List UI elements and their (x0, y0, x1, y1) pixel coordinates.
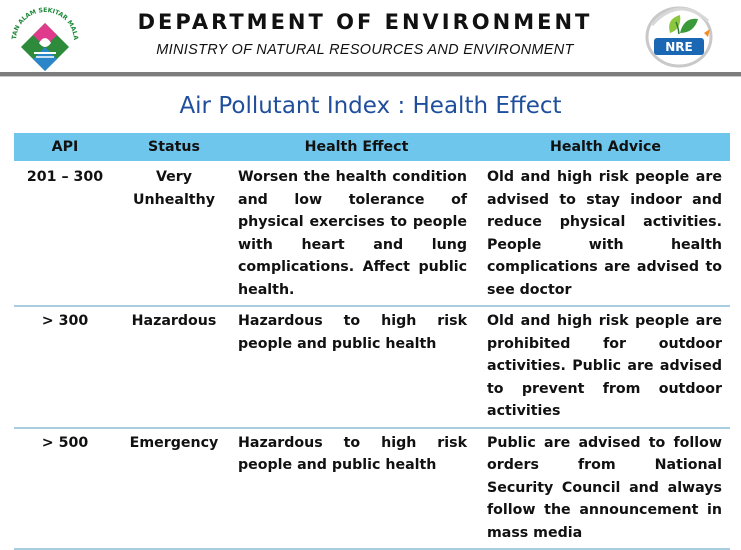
table-row: > 500 Emergency Hazardous to high risk p… (14, 426, 730, 550)
health-effect-text: Hazardous to high risk people and public… (232, 426, 481, 550)
header-divider (0, 72, 741, 76)
header-health-effect: Health Effect (232, 133, 481, 162)
table-row: > 300 Hazardous Hazardous to high risk p… (14, 305, 730, 428)
health-advice-text: Public are advised to follow orders from… (481, 426, 730, 550)
health-advice-text: Old and high risk people are advised to … (481, 161, 730, 306)
table-row: 201 – 300 Very Unhealthy Worsen the heal… (14, 161, 730, 306)
page-header: JABATAN ALAM SEKITAR MALAYSIA DEPARTMENT… (0, 0, 741, 74)
health-effect-text: Hazardous to high risk people and public… (232, 305, 481, 428)
table-header-row: API Status Health Effect Health Advice (14, 133, 730, 162)
header-status: Status (116, 133, 232, 162)
nre-logo: NRE (640, 3, 722, 69)
department-title: DEPARTMENT OF ENVIRONMENT (137, 10, 593, 34)
header-divider-light (0, 76, 741, 77)
doe-logo: JABATAN ALAM SEKITAR MALAYSIA (3, 0, 84, 73)
header-api: API (14, 133, 116, 162)
status-label: Hazardous (116, 305, 232, 428)
health-effect-text: Worsen the health condition and low tole… (232, 161, 481, 306)
page-title: Air Pollutant Index : Health Effect (179, 93, 562, 119)
health-effect-table: API Status Health Effect Health Advice 2… (14, 133, 730, 550)
status-label: Very Unhealthy (116, 161, 232, 306)
api-range: > 300 (14, 305, 116, 428)
api-range: > 500 (14, 426, 116, 550)
header-health-advice: Health Advice (481, 133, 730, 162)
ministry-subtitle: MINISTRY OF NATURAL RESOURCES AND ENVIRO… (156, 42, 574, 58)
api-range: 201 – 300 (14, 161, 116, 306)
status-label: Emergency (116, 426, 232, 550)
nre-logo-text: NRE (665, 40, 692, 54)
health-advice-text: Old and high risk people are prohibited … (481, 305, 730, 428)
